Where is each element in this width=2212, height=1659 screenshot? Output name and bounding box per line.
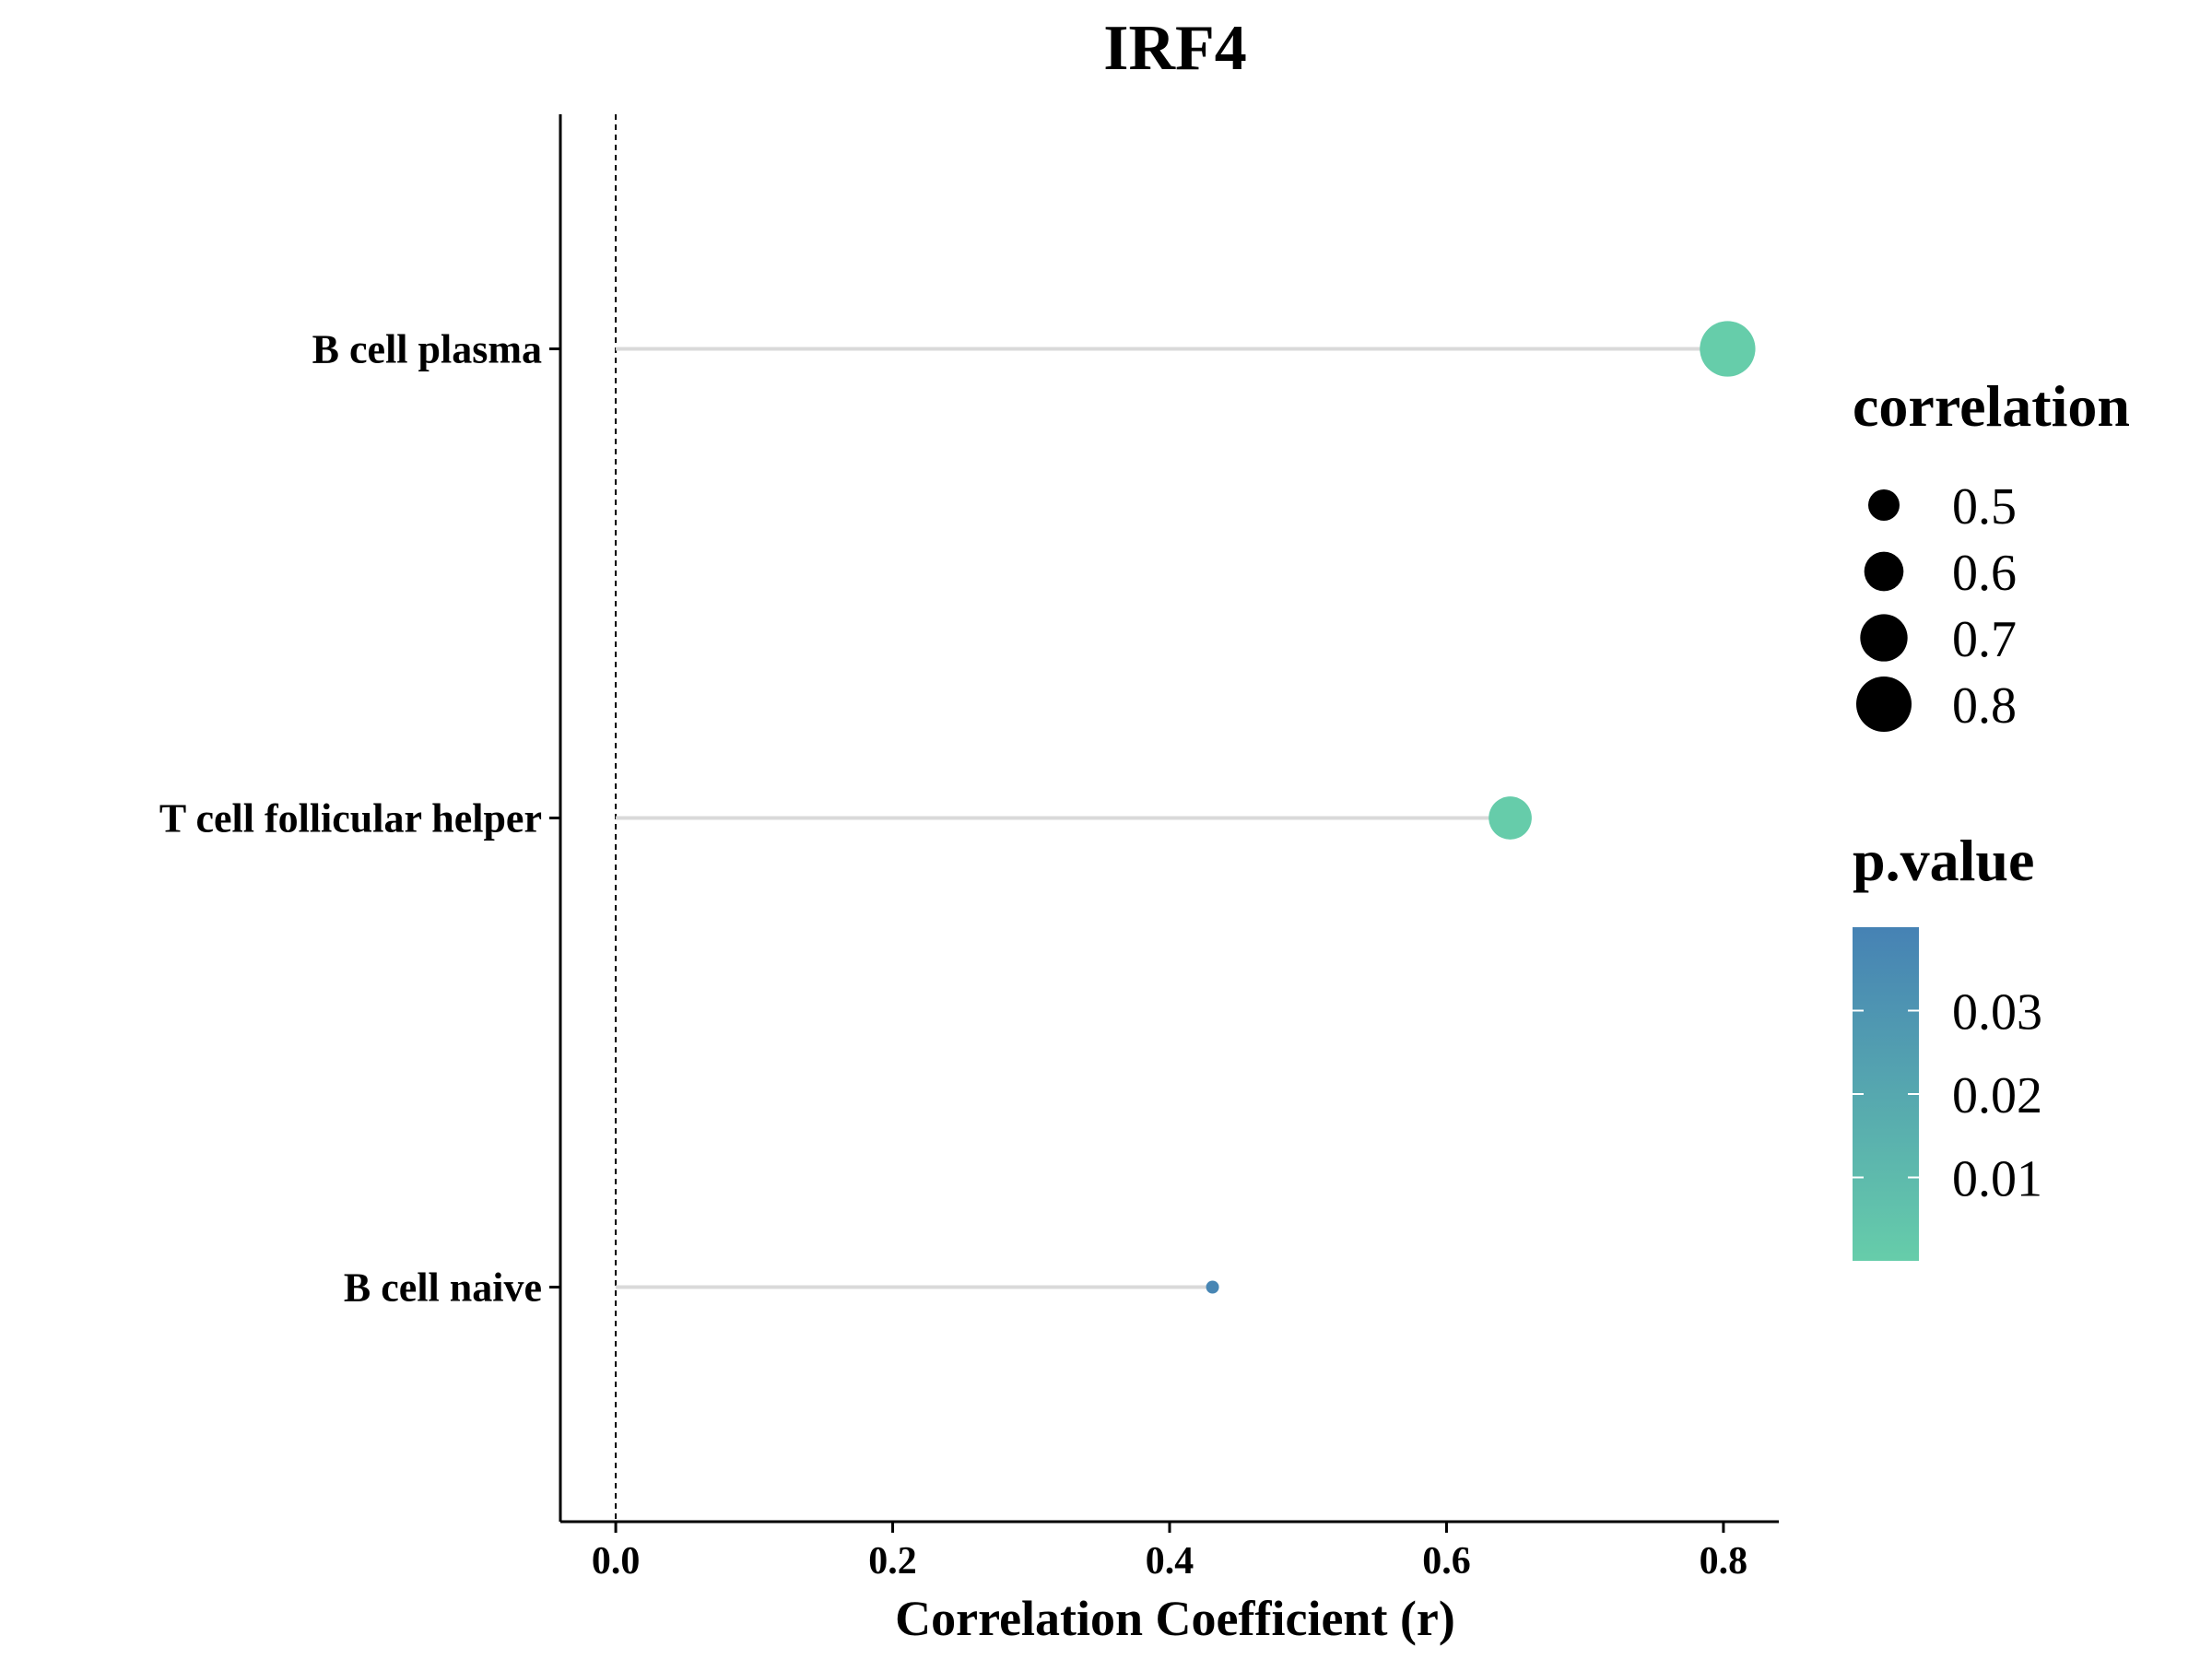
pvalue-legend-label: 0.03 [1952,984,2042,1041]
y-tick-label: T cell follicular helper [159,796,542,841]
size-legend-key [1860,614,1908,662]
size-legend-label: 0.6 [1952,545,2017,602]
size-legend-label: 0.5 [1952,478,2017,535]
lollipop-point [1700,321,1756,377]
pvalue-legend-label: 0.01 [1952,1151,2042,1208]
x-tick-label: 0.2 [868,1540,917,1583]
size-legend-title: correlation [1853,373,2130,439]
size-legend: correlation 0.5 0.6 0.7 0.8 [1853,373,2130,735]
x-tick-label: 0.8 [1700,1540,1748,1583]
pvalue-legend-label: 0.02 [1952,1067,2042,1124]
y-tick-label: B cell plasma [312,327,542,372]
x-tick-label: 0.6 [1422,1540,1471,1583]
size-legend-key [1868,489,1900,521]
x-tick-label: 0.0 [592,1540,641,1583]
size-legend-label: 0.7 [1952,611,2017,668]
x-tick-label: 0.4 [1146,1540,1194,1583]
lollipop-point [1206,1280,1219,1294]
x-axis-title: Correlation Coefficient (r) [895,1591,1455,1646]
size-legend-key [1864,551,1904,592]
pvalue-legend-title: p.value [1853,828,2034,893]
plot-area: B cell plasma T cell follicular helper B c… [159,114,1779,1583]
size-legend-key [1856,677,1912,732]
lollipop-point [1488,796,1532,840]
size-legend-label: 0.8 [1952,677,2017,735]
pvalue-legend: p.value 0.03 0.02 0.01 [1853,828,2042,1261]
chart-title: IRF4 [1103,13,1247,84]
y-tick-label: B cell naive [344,1265,542,1311]
